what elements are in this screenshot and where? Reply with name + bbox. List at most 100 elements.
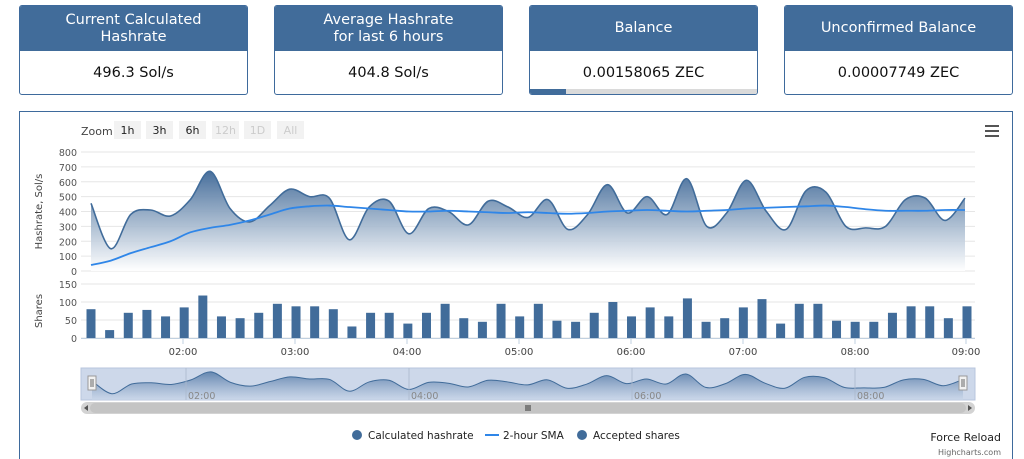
card-value: 496.3 Sol/s (93, 64, 174, 81)
zoom-controls: Zoom 1h 3h 6h 12h 1D All (81, 121, 304, 139)
zoom-button-label: 1h (121, 124, 135, 137)
shares-bar (366, 312, 376, 338)
navigator-handle[interactable] (958, 375, 968, 391)
navigator-tick-label: 08:00 (857, 391, 884, 402)
y-tick-label: 150 (59, 280, 77, 291)
menu-line (985, 130, 999, 132)
scroll-left-arrow-icon (84, 405, 88, 411)
zoom-button-bg (114, 121, 141, 139)
shares-bar (552, 320, 562, 338)
shares-bar (403, 323, 413, 338)
shares-bar (384, 312, 394, 338)
shares-bar (757, 299, 767, 338)
payout-progress-fill (530, 89, 567, 94)
shares-bar (608, 302, 618, 338)
zoom-button-bg (179, 121, 206, 139)
shares-bar (682, 298, 692, 338)
shares-bar (310, 306, 320, 338)
shares-bar (254, 312, 264, 338)
shares-bar (86, 309, 96, 338)
zoom-button-6h[interactable]: 6h (179, 121, 206, 139)
payout-progress-bar (530, 89, 757, 94)
handle-box (87, 375, 97, 391)
shares-bar (198, 295, 208, 338)
shares-bar (887, 312, 897, 338)
zoom-button-3h[interactable]: 3h (146, 121, 173, 139)
y-axis-title: Hashrate, Sol/s (34, 174, 45, 250)
shares-bar (776, 323, 786, 338)
y-tick-label: 100 (59, 298, 77, 309)
card-value: 0.00158065 ZEC (582, 64, 705, 81)
shares-bar (216, 316, 226, 338)
y-tick-label: 800 (59, 148, 77, 159)
card-title: Average Hashrate for last 6 hours (275, 6, 502, 51)
zoom-button-1h[interactable]: 1h (114, 121, 141, 139)
legend-item[interactable]: Accepted shares (577, 430, 680, 442)
navigator-line (91, 371, 964, 395)
navigator[interactable]: 02:00 04:00 06:00 08:00 (80, 367, 976, 414)
shares-bar (701, 321, 711, 338)
navigator-handle[interactable] (87, 375, 97, 391)
y-tick-label: 600 (59, 178, 77, 189)
card-value: 404.8 Sol/s (348, 64, 429, 81)
shares-bar (533, 303, 543, 338)
navigator-scrollbar[interactable] (81, 402, 975, 414)
y-tick-label: 50 (65, 316, 77, 327)
y-tick-label: 0 (71, 334, 77, 345)
x-tick-label: 04:00 (393, 347, 422, 358)
card-balance: Balance 0.00158065 ZEC (529, 5, 758, 95)
shares-bar (869, 321, 879, 338)
shares-bar (291, 306, 301, 338)
zoom-button-label: 12h (215, 124, 236, 137)
y-tick-label: 500 (59, 193, 77, 204)
y-tick-label: 200 (59, 237, 77, 248)
highcharts-credit[interactable]: Highcharts.com (938, 448, 1001, 457)
menu-line (985, 135, 999, 137)
shares-bar (571, 321, 581, 338)
zoom-label: Zoom (81, 125, 113, 138)
shares-bar (105, 330, 115, 338)
force-reload-button[interactable]: Force Reload (930, 431, 1001, 444)
card-title: Balance (530, 6, 757, 51)
navigator-tick-label: 04:00 (411, 391, 438, 402)
shares-bar (943, 318, 953, 338)
shares-bar (664, 316, 674, 338)
shares-bar (515, 316, 525, 338)
card-value: 0.00007749 ZEC (837, 64, 960, 81)
legend-label: Calculated hashrate (368, 430, 474, 442)
chart-panel (19, 111, 1013, 459)
shares-bar (328, 309, 338, 338)
x-tick-label: 06:00 (617, 347, 646, 358)
sma-line (90, 204, 966, 266)
shares-bar (813, 303, 823, 338)
hashrate-line (90, 170, 966, 250)
shares-bar (440, 303, 450, 338)
legend-dot-symbol (577, 430, 587, 440)
zoom-button-label: 1D (250, 124, 265, 137)
zoom-button-bg (212, 121, 239, 139)
legend: Calculated hashrate 2-hour SMA Accepted sh… (352, 430, 680, 442)
x-tick-label: 03:00 (281, 347, 310, 358)
zoom-button-bg (277, 121, 304, 139)
y-tick-label: 0 (71, 267, 77, 278)
legend-label: Accepted shares (593, 430, 680, 442)
card-average-hashrate: Average Hashrate for last 6 hours 404.8 … (274, 5, 503, 95)
y-axis-title: Shares (34, 294, 45, 328)
navigator-tick-label: 06:00 (634, 391, 661, 402)
shares-bar (589, 312, 599, 338)
shares-bar (627, 316, 637, 338)
card-unconfirmed-balance: Unconfirmed Balance 0.00007749 ZEC (784, 5, 1013, 95)
hashrate-area (91, 171, 965, 271)
legend-item[interactable]: 2-hour SMA (485, 430, 565, 442)
shares-bar (179, 307, 189, 338)
handle-box (958, 375, 968, 391)
chart-menu-icon[interactable] (985, 125, 999, 137)
navigator-area (92, 371, 963, 400)
y-tick-label: 300 (59, 222, 77, 233)
shares-bar (123, 312, 133, 338)
shares-bar (272, 303, 282, 338)
zoom-button-bg (146, 121, 173, 139)
legend-label: 2-hour SMA (503, 430, 565, 442)
shares-bar (832, 320, 842, 338)
legend-item[interactable]: Calculated hashrate (352, 430, 474, 442)
